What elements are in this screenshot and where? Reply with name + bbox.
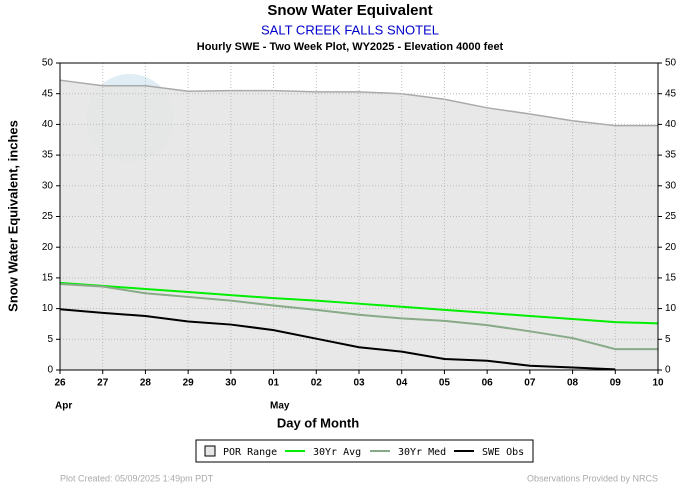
y-tick-label: 35: [42, 150, 54, 161]
x-tick-label: 06: [482, 378, 494, 389]
y2-tick-label: 15: [665, 273, 677, 284]
y-axis-label: Snow Water Equivalent, inches: [5, 120, 20, 312]
month-label: May: [270, 401, 290, 412]
legend-label: 30Yr Med: [398, 447, 446, 458]
x-tick-label: 26: [54, 378, 66, 389]
legend-label: POR Range: [223, 447, 277, 458]
x-tick-label: 08: [567, 378, 579, 389]
x-tick-label: 01: [268, 378, 280, 389]
x-tick-label: 28: [140, 378, 152, 389]
x-tick-label: 07: [524, 378, 536, 389]
x-tick-label: 29: [183, 378, 195, 389]
x-tick-label: 10: [652, 378, 664, 389]
x-tick-label: 05: [439, 378, 451, 389]
y-tick-label: 15: [42, 273, 54, 284]
x-tick-label: 04: [396, 378, 408, 389]
x-tick-label: 03: [353, 378, 365, 389]
chart-subtitle: SALT CREEK FALLS SNOTEL: [261, 22, 439, 37]
footer-right: Observations Provided by NRCS: [527, 473, 658, 483]
y-tick-label: 50: [42, 58, 54, 69]
y2-tick-label: 25: [665, 211, 677, 222]
y2-tick-label: 50: [665, 58, 677, 69]
x-tick-label: 30: [225, 378, 237, 389]
y-tick-label: 0: [47, 365, 53, 376]
y-tick-label: 10: [42, 303, 54, 314]
y2-tick-label: 20: [665, 242, 677, 253]
line: [59, 283, 658, 351]
line: [59, 308, 616, 371]
chart-description: Hourly SWE - Two Week Plot, WY2025 - Ele…: [197, 41, 504, 53]
legend-box: [195, 439, 534, 463]
y2-tick-label: 40: [665, 119, 677, 130]
y2-tick-label: 0: [665, 365, 671, 376]
area-edge: [59, 79, 658, 127]
legend-label: SWE Obs: [482, 447, 524, 458]
x-tick-label: 09: [610, 378, 622, 389]
line: [59, 281, 659, 325]
footer-left: Plot Created: 05/09/2025 1:49pm PDT: [60, 473, 214, 483]
y2-tick-label: 35: [665, 150, 677, 161]
x-tick-label: 02: [311, 378, 323, 389]
month-label: Apr: [55, 401, 72, 412]
legend-label: 30Yr Avg: [313, 447, 361, 458]
chart-title: Snow Water Equivalent: [267, 2, 432, 19]
y2-tick-label: 10: [665, 303, 677, 314]
x-tick-label: 27: [97, 378, 109, 389]
y-tick-label: 45: [42, 88, 54, 99]
legend-swatch: [204, 445, 216, 457]
y-tick-label: 25: [42, 211, 54, 222]
y2-tick-label: 45: [665, 88, 677, 99]
y-tick-label: 30: [42, 180, 54, 191]
legend: POR Range 30Yr Avg 30Yr Med SWE Obs: [204, 445, 524, 458]
y2-tick-label: 5: [665, 334, 671, 345]
x-axis-label: Day of Month: [277, 415, 359, 430]
y-tick-label: 5: [47, 334, 53, 345]
y2-tick-label: 30: [665, 180, 677, 191]
plot: [59, 62, 659, 371]
y-tick-label: 20: [42, 242, 54, 253]
plot-frame: [59, 62, 659, 371]
y-tick-label: 40: [42, 119, 54, 130]
